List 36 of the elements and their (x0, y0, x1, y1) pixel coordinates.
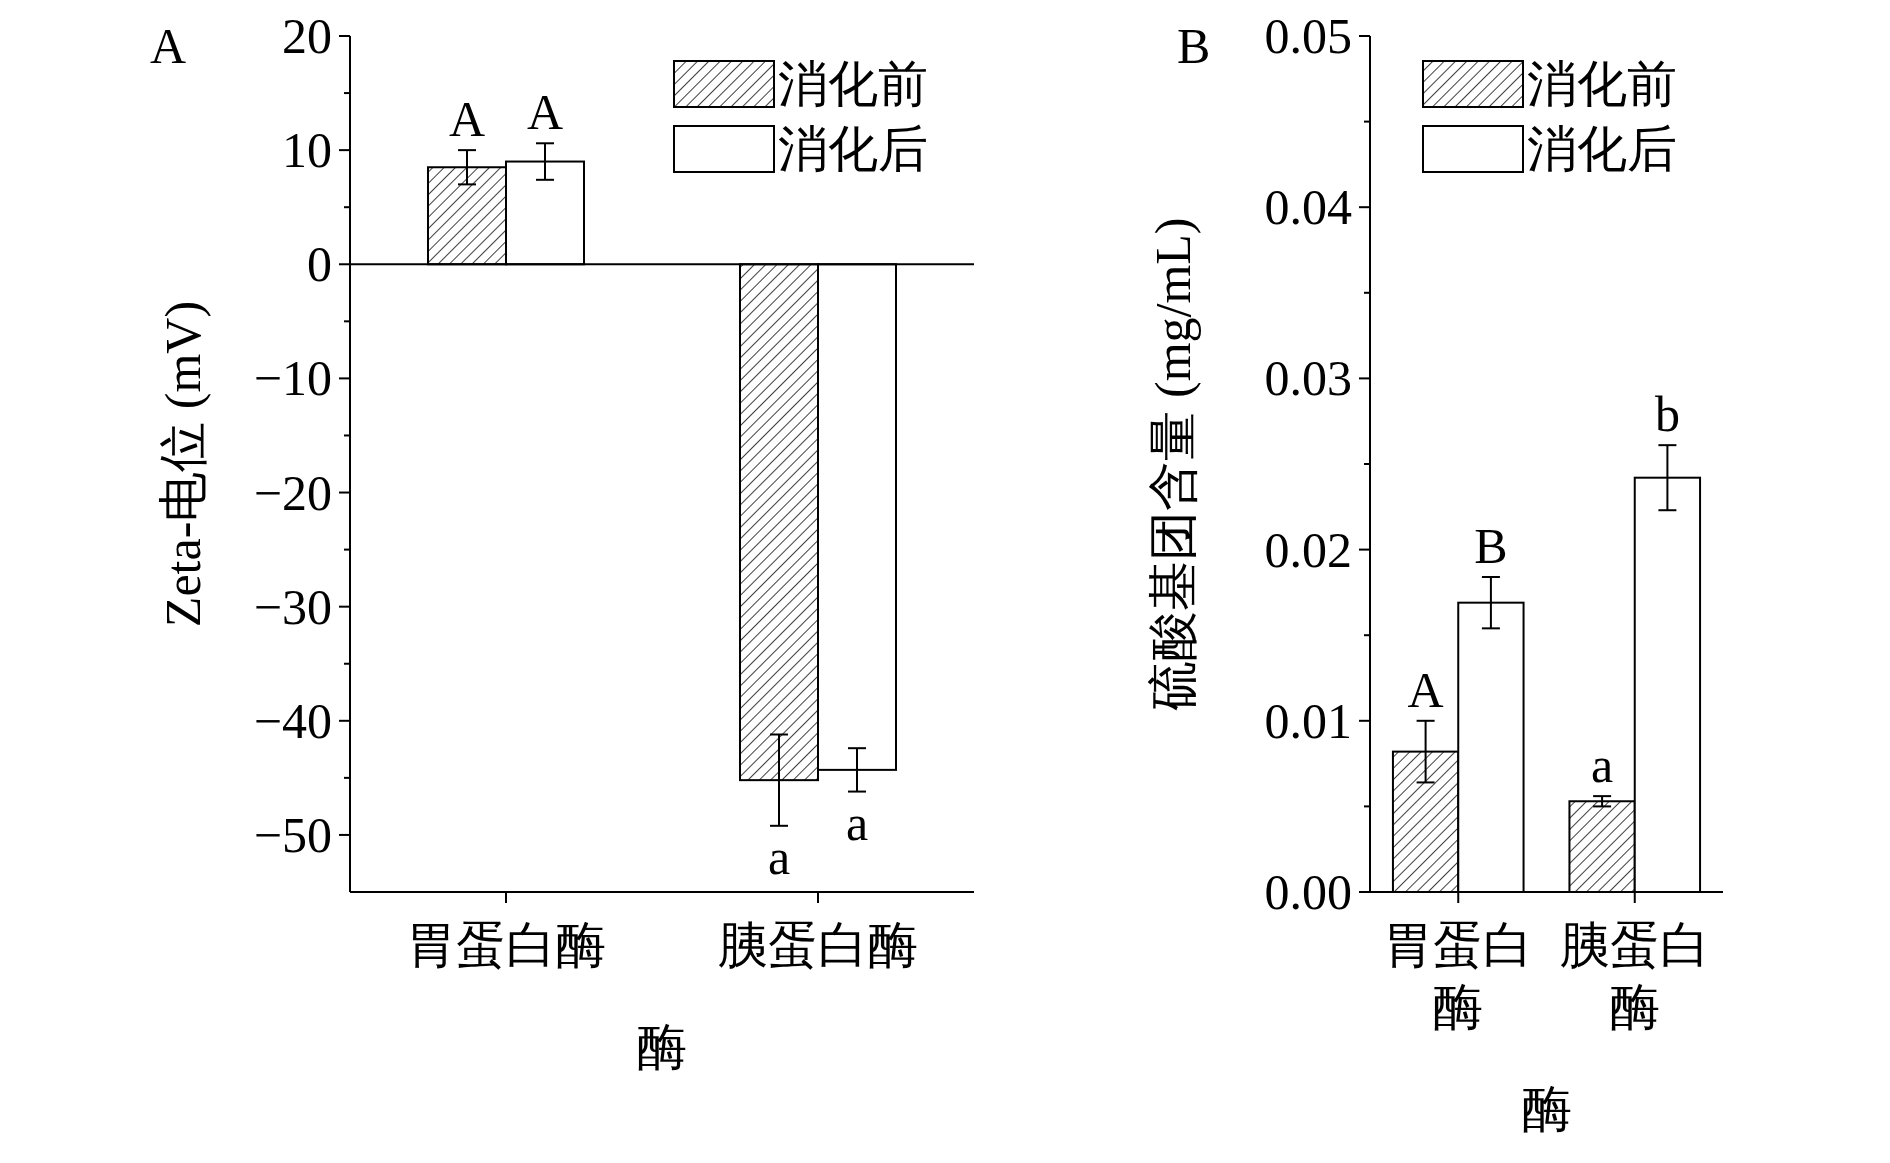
y-tick-label: −30 (253, 578, 332, 635)
y-tick-label: 0.00 (1264, 864, 1352, 920)
legend-label: 消化前 (1527, 56, 1677, 112)
annotation: A (1407, 661, 1444, 718)
x-axis-title: 酶 (1521, 1081, 1572, 1137)
x-tick-label: 胰蛋白酶 (718, 917, 918, 973)
legend-label: 消化后 (778, 121, 928, 177)
annotation: a (1591, 737, 1614, 794)
x-tick-label: 胃蛋白酶 (406, 917, 606, 973)
annotation: A (526, 84, 564, 141)
y-axis-title: Zeta-电位 (mV) (155, 300, 211, 628)
legend-label: 消化后 (1527, 121, 1677, 177)
annotation: a (845, 794, 869, 851)
y-tick-label: 0.05 (1264, 8, 1352, 64)
y-tick-label: −20 (253, 464, 332, 521)
y-tick-label: 20 (282, 8, 332, 64)
y-tick-label: 0.02 (1264, 521, 1352, 578)
chart-title: B (1177, 18, 1211, 74)
y-tick-label: 10 (282, 122, 332, 179)
x-tick-label: 胃蛋白酶 (1383, 917, 1534, 1035)
y-tick-label: 0.01 (1264, 692, 1352, 749)
legend-label: 消化前 (778, 56, 928, 112)
annotation: a (767, 828, 791, 885)
x-axis-title: 酶 (637, 1019, 687, 1075)
chart-title: A (150, 18, 187, 74)
y-tick-label: 0.03 (1264, 350, 1352, 407)
annotation: b (1654, 386, 1680, 443)
y-tick-label: 0.04 (1264, 179, 1352, 236)
y-tick-label: −10 (253, 350, 332, 407)
y-tick-label: −40 (253, 692, 332, 749)
y-axis-title: 硫酸基团含量 (mg/mL) (1145, 217, 1201, 711)
x-tick-label: 胰蛋白酶 (1559, 917, 1710, 1035)
y-tick-label: 0 (307, 236, 332, 293)
annotation: B (1474, 517, 1508, 574)
y-tick-label: −50 (253, 806, 332, 863)
annotation: A (448, 91, 486, 148)
